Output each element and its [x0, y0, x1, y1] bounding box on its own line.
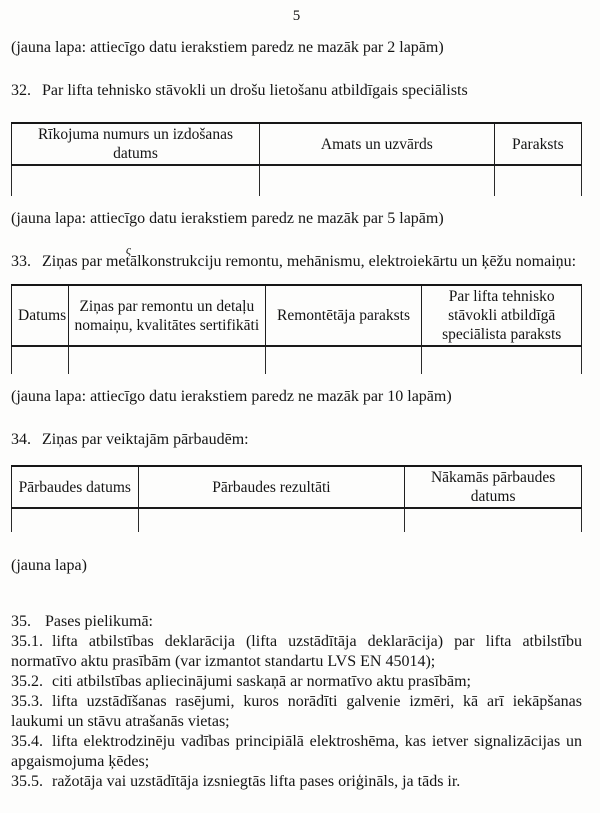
item-35-4-number: 35.4.: [11, 733, 43, 750]
item-35-5-number: 35.5.: [11, 773, 43, 790]
section-35-list: 35. Pases pielikumā: 35.1. lifta atbilstīb…: [11, 612, 582, 792]
item-35-1-number: 35.1.: [11, 633, 43, 650]
t3-cell-empty: [404, 508, 582, 532]
table-responsible-specialist: Rīkojuma numurs un izdošanas datums Amat…: [11, 122, 583, 196]
item-35-4-text: lifta elektrodzinēju vadības principiālā…: [11, 733, 582, 770]
t1-header-position-name: Amats un uzvārds: [258, 122, 495, 166]
table-inspections: Pārbaudes datums Pārbaudes rezultāti Nāk…: [11, 465, 582, 532]
page-number: 5: [292, 8, 301, 24]
section-34-number: 34.: [11, 431, 31, 448]
section-32-text: Par lifta tehnisko stāvokli un drošu lie…: [42, 82, 468, 99]
t1-cell-empty: [258, 165, 495, 196]
note-new-page: (jauna lapa): [11, 557, 87, 574]
t2-cell-empty: [11, 346, 69, 374]
section-33-text: Ziņas par metālkonstrukciju remontu, meh…: [42, 253, 577, 270]
t2-cell-empty: [421, 346, 582, 374]
t1-cell-empty: [11, 165, 260, 196]
t1-header-signature: Paraksts: [493, 122, 583, 166]
list-item-35-5: 35.5. ražotāja vai uzstādītāja izsniegtās…: [11, 772, 582, 792]
section-32-heading: 32. Par lifta tehnisko stāvokli un drošu …: [11, 81, 582, 101]
item-35-2-number: 35.2.: [11, 673, 43, 690]
list-item-35-1: 35.1. lifta atbilstības deklarācija (lift…: [11, 632, 582, 672]
table-row: Rīkojuma numurs un izdošanas datums Amat…: [11, 122, 583, 166]
table-row: Pārbaudes datums Pārbaudes rezultāti Nāk…: [11, 465, 582, 509]
t2-header-specialist-signature: Par lifta tehnisko stāvokli atbildīgā sp…: [421, 284, 582, 347]
table-row: [11, 508, 582, 532]
list-item-35-4: 35.4. lifta elektrodzinēju vadības princi…: [11, 732, 582, 772]
item-35-1-text: lifta atbilstības deklarācija (lifta uzs…: [11, 633, 582, 670]
item-35-2-text: citi atbilstības apliecinājumi saskaņā a…: [52, 673, 471, 690]
section-35-heading: 35. Pases pielikumā:: [11, 612, 582, 632]
item-35-5-text: ražotāja vai uzstādītāja izsniegtās lift…: [52, 773, 461, 790]
footnote-piezime: Piezīme. Ja tiek izdarītas izmaiņas uzst…: [11, 811, 582, 813]
t1-header-order-number: Rīkojuma numurs un izdošanas datums: [11, 122, 260, 166]
t2-header-date: Datums: [11, 284, 69, 347]
table-row: Datums Ziņas par remontu un detaļu nomai…: [11, 284, 582, 347]
note-min-2-pages: (jauna lapa: attiecīgo datu ierakstiem p…: [11, 39, 444, 56]
t2-cell-empty: [68, 346, 266, 374]
t1-cell-empty: [493, 165, 583, 196]
table-row: [11, 346, 582, 374]
t3-header-inspection-date: Pārbaudes datums: [11, 465, 139, 509]
table-row: [11, 165, 583, 196]
table-repairs-log: Datums Ziņas par remontu un detaļu nomai…: [11, 284, 582, 374]
t2-header-repair-info: Ziņas par remontu un detaļu nomaiņu, kva…: [68, 284, 266, 347]
section-34-heading: 34. Ziņas par veiktajām pārbaudēm:: [11, 430, 582, 450]
section-32-number: 32.: [11, 82, 31, 99]
t3-cell-empty: [11, 508, 139, 532]
t3-cell-empty: [137, 508, 406, 532]
item-35-3-number: 35.3.: [11, 693, 43, 710]
section-35-text: Pases pielikumā:: [45, 613, 153, 630]
list-item-35-3: 35.3. lifta uzstādīšanas rasējumi, kuros …: [11, 692, 582, 732]
note-min-10-pages: (jauna lapa: attiecīgo datu ierakstiem p…: [11, 388, 452, 405]
t3-header-next-inspection-date: Nākamās pārbaudes datums: [404, 465, 582, 509]
item-35-3-text: lifta uzstādīšanas rasējumi, kuros norād…: [11, 693, 582, 730]
section-33-heading: 33. Ziņas par metālkonstrukciju remontu, …: [11, 252, 582, 272]
t2-cell-empty: [264, 346, 423, 374]
t3-header-inspection-results: Pārbaudes rezultāti: [137, 465, 406, 509]
note-min-5-pages: (jauna lapa: attiecīgo datu ierakstiem p…: [11, 210, 444, 227]
section-35-number: 35.: [11, 613, 31, 630]
section-33-number: 33.: [11, 253, 31, 270]
section-34-text: Ziņas par veiktajām pārbaudēm:: [42, 431, 249, 448]
list-item-35-2: 35.2. citi atbilstības apliecinājumi sask…: [11, 672, 582, 692]
t2-header-repairer-signature: Remontētāja paraksts: [264, 284, 423, 347]
